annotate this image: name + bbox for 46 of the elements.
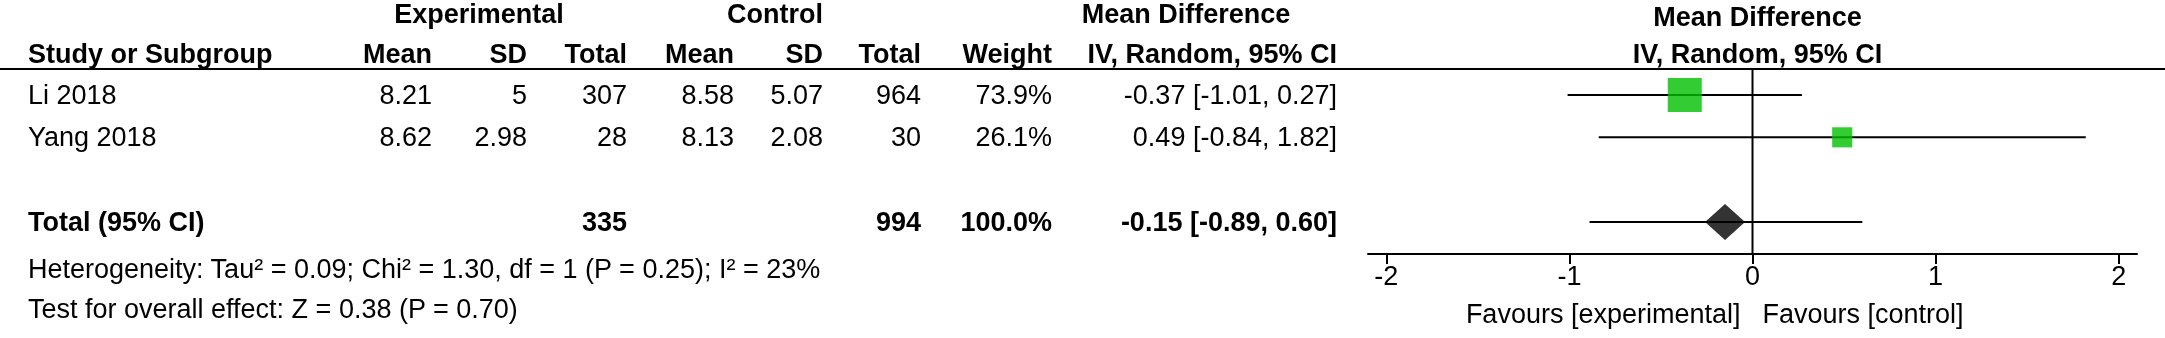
- text: Total: [858, 39, 921, 69]
- chart-title: Mean Difference: [1653, 1, 1862, 32]
- data-label: 307: [581, 80, 627, 110]
- data-label: 964: [875, 80, 921, 110]
- data-label: 8.13: [681, 122, 734, 152]
- data-label: 8.58: [681, 80, 734, 110]
- category-label: Total (95% CI): [28, 207, 205, 237]
- category-label: Yang 2018: [28, 122, 157, 152]
- data-label: -0.37 [-1.01, 0.27]: [1123, 80, 1337, 110]
- text: Experimental: [394, 0, 564, 29]
- text: SD: [785, 39, 823, 69]
- text: Weight: [962, 39, 1052, 69]
- data-label: 30: [890, 122, 921, 152]
- x-tick-label: 0: [1744, 260, 1761, 291]
- data-label: 2.08: [770, 122, 823, 152]
- text: Mean Difference: [1081, 0, 1291, 29]
- text: SD: [489, 39, 527, 69]
- data-label: 5: [511, 80, 527, 110]
- data-label: 2.98: [474, 122, 527, 152]
- text: Control: [727, 0, 823, 29]
- data-label: 335: [581, 207, 627, 237]
- data-label: 5.07: [770, 80, 823, 110]
- text: Test for overall effect: Z = 0.38 (P = 0.70): [28, 294, 518, 324]
- data-label: 8.62: [379, 122, 432, 152]
- data-label: 28: [596, 122, 627, 152]
- chart-subtitle: IV, Random, 95% CI: [1632, 38, 1883, 69]
- x-tick-label: 2: [2111, 260, 2127, 291]
- data-label: 0.49 [-0.84, 1.82]: [1132, 122, 1337, 152]
- text: Total: [564, 39, 627, 69]
- text: Mean: [362, 39, 432, 69]
- text: Favours [control]: [1762, 299, 1964, 329]
- x-tick-label: 1: [1928, 260, 1944, 291]
- data-label: 8.21: [379, 80, 432, 110]
- data-label: 26.1%: [975, 122, 1052, 152]
- text: Favours [experimental]: [1465, 299, 1741, 329]
- data-label: 100.0%: [960, 207, 1052, 237]
- category-label: Li 2018: [28, 80, 117, 110]
- text: Study or Subgroup: [28, 39, 273, 69]
- data-label: 994: [875, 207, 921, 237]
- data-label: -0.15 [-0.89, 0.60]: [1120, 207, 1337, 237]
- x-tick-label: -2: [1374, 260, 1399, 291]
- data-label: 73.9%: [975, 80, 1052, 110]
- text: Mean: [664, 39, 734, 69]
- text: Heterogeneity: Tau² = 0.09; Chi² = 1.30, df = 1 (P = 0.25); I² = 23%: [28, 254, 821, 284]
- text: IV, Random, 95% CI: [1087, 39, 1337, 69]
- x-tick-label: -1: [1557, 260, 1582, 291]
